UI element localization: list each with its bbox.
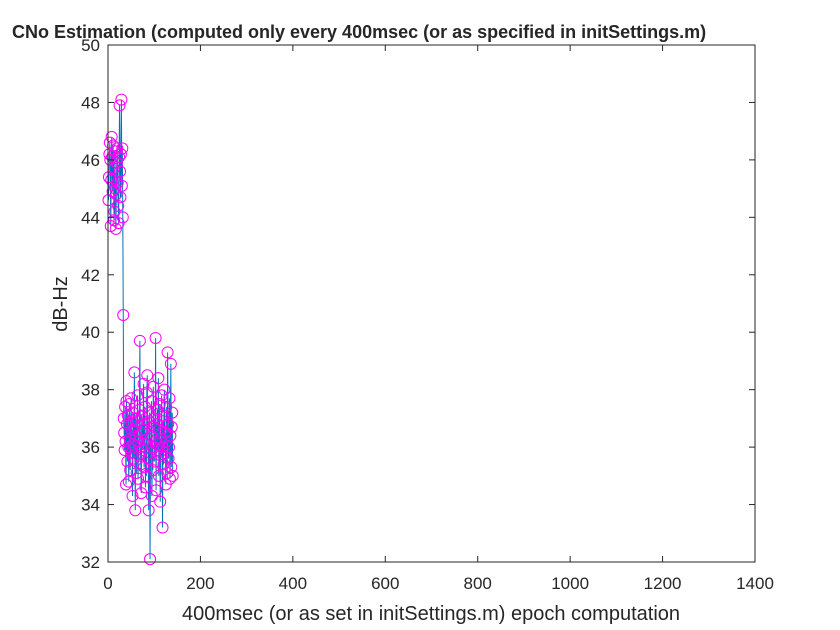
- data-point: [128, 366, 141, 379]
- data-point: [120, 478, 133, 491]
- data-point: [156, 521, 169, 534]
- y-tick-label: 38: [81, 381, 100, 400]
- data-point: [150, 484, 163, 497]
- x-tick-label: 400: [279, 574, 307, 593]
- y-tick-label: 46: [81, 151, 100, 170]
- data-point: [132, 449, 145, 462]
- data-point: [110, 188, 123, 201]
- data-point: [126, 489, 139, 502]
- data-point: [150, 418, 163, 431]
- data-point: [149, 331, 162, 344]
- y-tick-label: 36: [81, 438, 100, 457]
- chart-title: CNo Estimation (computed only every 400m…: [12, 22, 706, 42]
- data-point: [129, 504, 142, 517]
- x-tick-label: 0: [103, 574, 112, 593]
- data-point: [109, 222, 122, 235]
- y-tick-label: 42: [81, 266, 100, 285]
- data-point: [163, 441, 175, 454]
- data-point: [117, 308, 130, 321]
- data-point: [165, 421, 178, 434]
- data-point: [163, 392, 176, 405]
- data-point: [124, 464, 137, 477]
- y-tick-label: 48: [81, 93, 100, 112]
- data-point: [152, 469, 165, 482]
- data-point: [165, 461, 178, 474]
- data-point: [151, 438, 164, 451]
- data-point: [114, 165, 127, 178]
- data-point: [113, 151, 126, 164]
- data-point: [145, 395, 158, 408]
- data-point: [111, 142, 124, 155]
- data-point: [134, 441, 147, 454]
- data-point: [141, 369, 154, 382]
- data-point: [116, 142, 129, 155]
- data-point: [166, 406, 179, 419]
- data-point: [119, 435, 132, 448]
- data-point: [115, 179, 128, 192]
- axes-box: [107, 44, 756, 563]
- data-point: [123, 398, 136, 411]
- data-point: [118, 443, 131, 456]
- data-point: [134, 458, 147, 471]
- data-point: [133, 334, 146, 347]
- data-point: [125, 446, 138, 459]
- data-point: [112, 199, 125, 212]
- data-point: [152, 372, 165, 385]
- data-point: [142, 504, 155, 517]
- data-point: [114, 148, 127, 161]
- data-point: [122, 475, 135, 488]
- data-point: [113, 99, 126, 112]
- x-tick-label: 200: [186, 574, 214, 593]
- data-point: [125, 392, 138, 405]
- data-point: [114, 191, 127, 204]
- data-point: [153, 398, 166, 411]
- data-point: [111, 176, 124, 189]
- x-tick-label: 1000: [551, 574, 589, 593]
- plot-area: [102, 93, 179, 566]
- data-point: [130, 429, 143, 442]
- data-point: [105, 130, 118, 143]
- data-point: [119, 400, 132, 413]
- data-point: [131, 389, 144, 402]
- y-tick-label: 34: [81, 496, 100, 515]
- y-tick-label: 50: [81, 36, 100, 55]
- y-tick-label: 40: [81, 323, 100, 342]
- data-point: [116, 211, 129, 224]
- data-point: [163, 472, 176, 485]
- data-point: [153, 423, 166, 436]
- data-point: [162, 418, 175, 431]
- data-point: [155, 449, 168, 462]
- y-axis-label: dB-Hz: [50, 276, 72, 332]
- data-point: [147, 421, 160, 434]
- data-point: [154, 495, 167, 508]
- data-point: [135, 409, 148, 422]
- data-point: [117, 412, 130, 425]
- data-point: [162, 452, 175, 465]
- data-point: [164, 357, 177, 370]
- y-tick-label: 32: [81, 553, 100, 572]
- data-point: [164, 429, 177, 442]
- data-point: [155, 389, 168, 402]
- x-tick-label: 1400: [736, 574, 774, 593]
- tick-layer: 0 200 400 600 800 1000 1200 1400 32 34 36 38 40 42 44 4…: [81, 36, 774, 593]
- data-point: [132, 472, 145, 485]
- x-tick-label: 600: [371, 574, 399, 593]
- y-tick-label: 44: [81, 208, 100, 227]
- data-point: [160, 435, 173, 448]
- x-tick-label: 1200: [644, 574, 682, 593]
- x-tick-label: 800: [464, 574, 492, 593]
- data-point: [123, 432, 136, 445]
- data-point: [161, 346, 174, 359]
- data-point: [144, 553, 157, 566]
- data-point: [166, 469, 179, 482]
- data-point: [142, 452, 155, 465]
- data-point: [108, 205, 121, 218]
- data-point: [115, 93, 128, 106]
- x-axis-label: 400msec (or as set in initSettings.m) ep…: [182, 603, 680, 625]
